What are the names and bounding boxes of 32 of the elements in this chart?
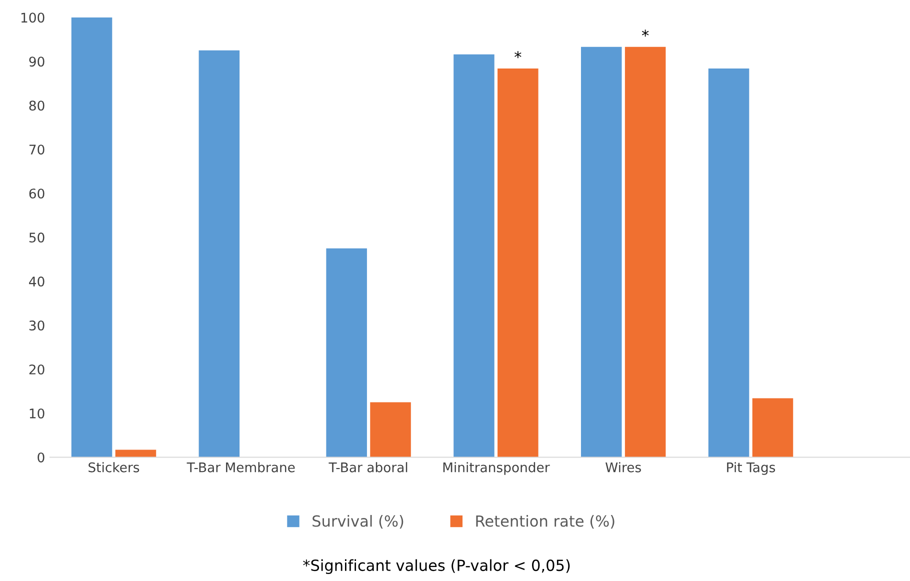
bar bbox=[752, 398, 794, 458]
y-tick-label: 80 bbox=[29, 100, 44, 111]
bar bbox=[71, 17, 112, 458]
text: *Significant values (P-valor < 0,05) bbox=[303, 559, 570, 574]
y-tick-label: 40 bbox=[29, 276, 44, 287]
y-tick-label: 30 bbox=[29, 320, 44, 330]
legend-label: Retention rate (%) bbox=[476, 514, 614, 529]
x-tick-label: Minitransponder bbox=[443, 462, 550, 475]
bar bbox=[370, 402, 411, 458]
bar bbox=[624, 46, 666, 458]
bar bbox=[708, 68, 750, 458]
y-tick-label: 90 bbox=[29, 56, 44, 67]
x-tick-label: Pit Tags bbox=[727, 462, 776, 475]
bar bbox=[198, 50, 240, 458]
y-tick-label: 100 bbox=[21, 12, 44, 23]
y-tick-label: 50 bbox=[29, 232, 44, 243]
y-tick-label: 20 bbox=[29, 364, 44, 374]
bar bbox=[326, 248, 367, 458]
x-tick-label: T-Bar Membrane bbox=[186, 462, 295, 472]
x-tick-label: Wires bbox=[606, 462, 641, 472]
y-tick-label: 0 bbox=[38, 452, 44, 462]
x-tick-label: Stickers bbox=[88, 462, 140, 472]
y-tick-label: 10 bbox=[30, 408, 44, 418]
bar bbox=[580, 46, 622, 458]
bar bbox=[498, 68, 538, 458]
annotation: * bbox=[642, 30, 649, 37]
y-tick-label: 70 bbox=[29, 144, 44, 155]
annotation: * bbox=[514, 51, 522, 58]
x-tick-label: T-Bar aboral bbox=[328, 462, 408, 472]
legend-label: Survival (%) bbox=[312, 514, 404, 529]
y-tick-label: 60 bbox=[29, 188, 44, 199]
bar bbox=[454, 54, 494, 458]
